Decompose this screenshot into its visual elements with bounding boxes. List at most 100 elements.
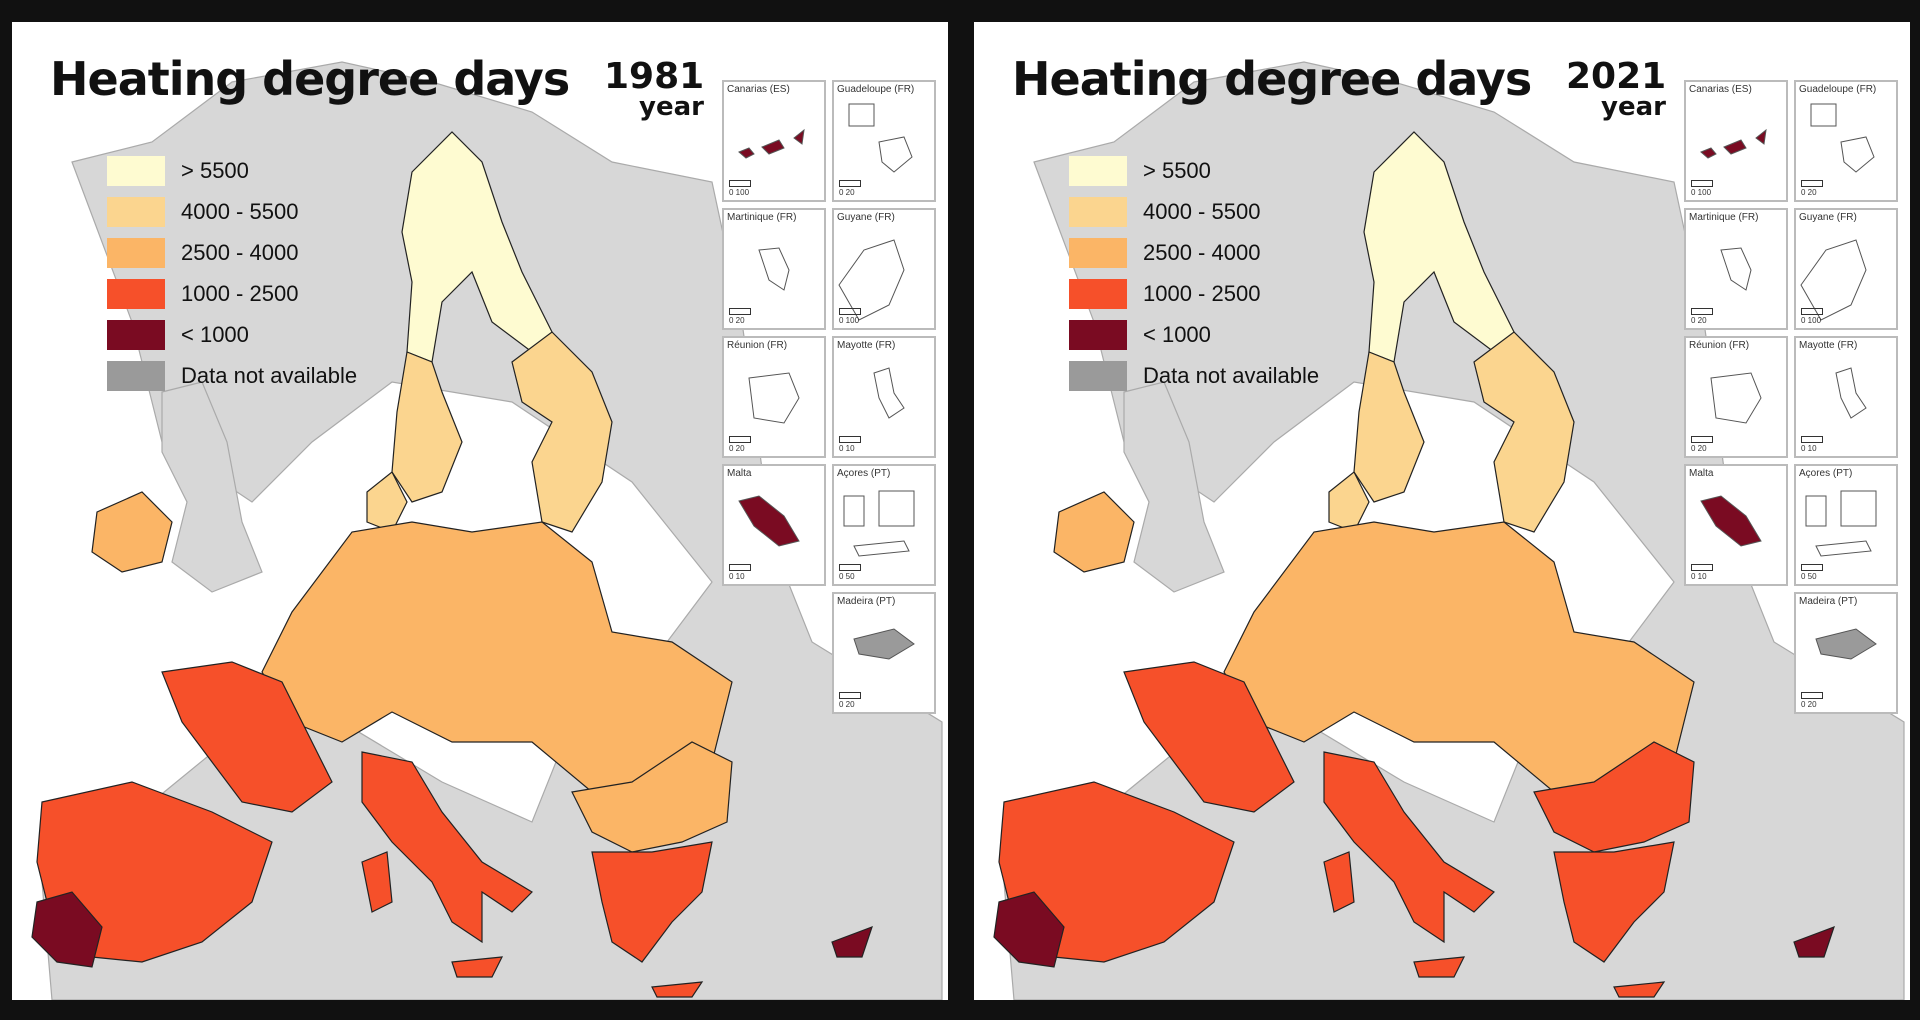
legend-swatch xyxy=(1069,196,1127,227)
inset-map: Madeira (PT) 0 20 xyxy=(1794,592,1898,714)
inset-label: Malta xyxy=(1689,468,1714,479)
inset-map: Canarias (ES) 0 100 xyxy=(1684,80,1788,202)
legend-swatch xyxy=(107,360,165,391)
legend-item: > 5500 xyxy=(107,150,357,191)
inset-label: Martinique (FR) xyxy=(727,212,797,223)
inset-scale: 0 100 xyxy=(1801,308,1823,325)
inset-scale: 0 10 xyxy=(839,436,861,453)
inset-shape xyxy=(848,103,913,173)
legend-item: < 1000 xyxy=(107,314,357,355)
inset-scale: 0 10 xyxy=(1801,436,1823,453)
inset-map: Mayotte (FR) 0 10 xyxy=(1794,336,1898,458)
inset-label: Réunion (FR) xyxy=(1689,340,1750,351)
region-scand_south xyxy=(366,471,408,533)
inset-scale: 0 100 xyxy=(1691,180,1713,197)
inset-map: Mayotte (FR) 0 10 xyxy=(832,336,936,458)
inset-label: Açores (PT) xyxy=(837,468,891,479)
inset-label: Guyane (FR) xyxy=(1799,212,1857,223)
region-scand_south xyxy=(1473,331,1575,533)
legend-label: > 5500 xyxy=(1143,157,1211,183)
region-italy xyxy=(1413,956,1466,978)
inset-shape xyxy=(1720,247,1752,291)
inset-map: Guyane (FR) 0 100 xyxy=(1794,208,1898,330)
inset-map: Réunion (FR) 0 20 xyxy=(1684,336,1788,458)
map-panel-1981: Heating degree days 1981 year > 5500 4000 … xyxy=(12,22,948,1000)
inset-shape xyxy=(758,247,790,291)
inset-shape xyxy=(1710,372,1762,424)
region-france_west xyxy=(161,661,333,813)
inset-scale: 0 10 xyxy=(729,564,751,581)
inset-scale: 0 100 xyxy=(839,308,861,325)
region-scand_south xyxy=(511,331,613,533)
inset-scale: 0 100 xyxy=(729,180,751,197)
map-year: 1981 year xyxy=(604,56,705,122)
legend-label: 2500 - 4000 xyxy=(1143,239,1261,265)
inset-shape xyxy=(748,372,800,424)
inset-map: Madeira (PT) 0 20 xyxy=(832,592,936,714)
inset-scale: 0 20 xyxy=(1801,692,1823,709)
inset-map: Açores (PT) 0 50 xyxy=(832,464,936,586)
inset-scale: 0 20 xyxy=(1691,436,1713,453)
inset-label: Guadeloupe (FR) xyxy=(837,84,915,95)
region-greece xyxy=(1553,841,1675,963)
map-panel-2021: Heating degree days 2021 year > 5500 4000 … xyxy=(974,22,1910,1000)
europe-map-2021 xyxy=(993,61,1905,1000)
inset-label: Canarias (ES) xyxy=(727,84,790,95)
inset-label: Açores (PT) xyxy=(1799,468,1853,479)
legend-swatch xyxy=(1069,278,1127,309)
region-italy xyxy=(1323,751,1495,944)
inset-scale: 0 20 xyxy=(1691,308,1713,325)
inset-label: Martinique (FR) xyxy=(1689,212,1759,223)
legend-item: < 1000 xyxy=(1069,314,1319,355)
region-balkans xyxy=(1533,741,1695,853)
inset-shape xyxy=(738,128,805,159)
inset-map: Réunion (FR) 0 20 xyxy=(722,336,826,458)
region-italy xyxy=(1323,851,1355,913)
region-iberia_sw xyxy=(993,891,1065,968)
region-greece xyxy=(1613,981,1666,998)
region-ireland xyxy=(91,491,173,573)
inset-map: Guyane (FR) 0 100 xyxy=(832,208,936,330)
inset-scale: 0 20 xyxy=(729,436,751,453)
legend-item: 4000 - 5500 xyxy=(1069,191,1319,232)
inset-label: Mayotte (FR) xyxy=(1799,340,1858,351)
inset-map: Guadeloupe (FR) 0 20 xyxy=(832,80,936,202)
legend-label: Data not available xyxy=(1143,362,1320,388)
region-cyprus xyxy=(831,925,873,958)
legend-swatch xyxy=(107,319,165,350)
europe-map-1981 xyxy=(31,61,943,1000)
region-france_west xyxy=(1123,661,1295,813)
inset-shape xyxy=(843,490,915,557)
region-scand_south xyxy=(1353,351,1425,503)
legend-item: > 5500 xyxy=(1069,150,1319,191)
legend-swatch xyxy=(107,155,165,186)
inset-shape xyxy=(1815,628,1877,660)
map-title: Heating degree days xyxy=(1012,52,1532,106)
map-title: Heating degree days xyxy=(50,52,570,106)
inset-shape xyxy=(873,367,905,419)
legend-swatch xyxy=(1069,155,1127,186)
map-year: 2021 year xyxy=(1566,56,1667,122)
region-north xyxy=(1363,131,1536,374)
map-legend: > 5500 4000 - 5500 2500 - 4000 1000 - 2500 <… xyxy=(1069,150,1319,396)
region-balkans xyxy=(571,741,733,853)
inset-scale: 0 50 xyxy=(839,564,861,581)
inset-label: Mayotte (FR) xyxy=(837,340,896,351)
legend-label: > 5500 xyxy=(181,157,249,183)
legend-label: < 1000 xyxy=(1143,321,1211,347)
inset-label: Malta xyxy=(727,468,752,479)
inset-map: Martinique (FR) 0 20 xyxy=(1684,208,1788,330)
inset-shape xyxy=(1810,103,1875,173)
legend-swatch xyxy=(1069,237,1127,268)
inset-shape xyxy=(853,628,915,660)
region-cyprus xyxy=(1793,925,1835,958)
region-north xyxy=(401,131,574,374)
legend-item: Data not available xyxy=(107,355,357,396)
legend-item: 2500 - 4000 xyxy=(107,232,357,273)
inset-label: Canarias (ES) xyxy=(1689,84,1752,95)
inset-scale: 0 20 xyxy=(729,308,751,325)
inset-scale: 0 20 xyxy=(839,180,861,197)
inset-shape xyxy=(738,495,800,547)
inset-scale: 0 20 xyxy=(1801,180,1823,197)
map-legend: > 5500 4000 - 5500 2500 - 4000 1000 - 2500 <… xyxy=(107,150,357,396)
